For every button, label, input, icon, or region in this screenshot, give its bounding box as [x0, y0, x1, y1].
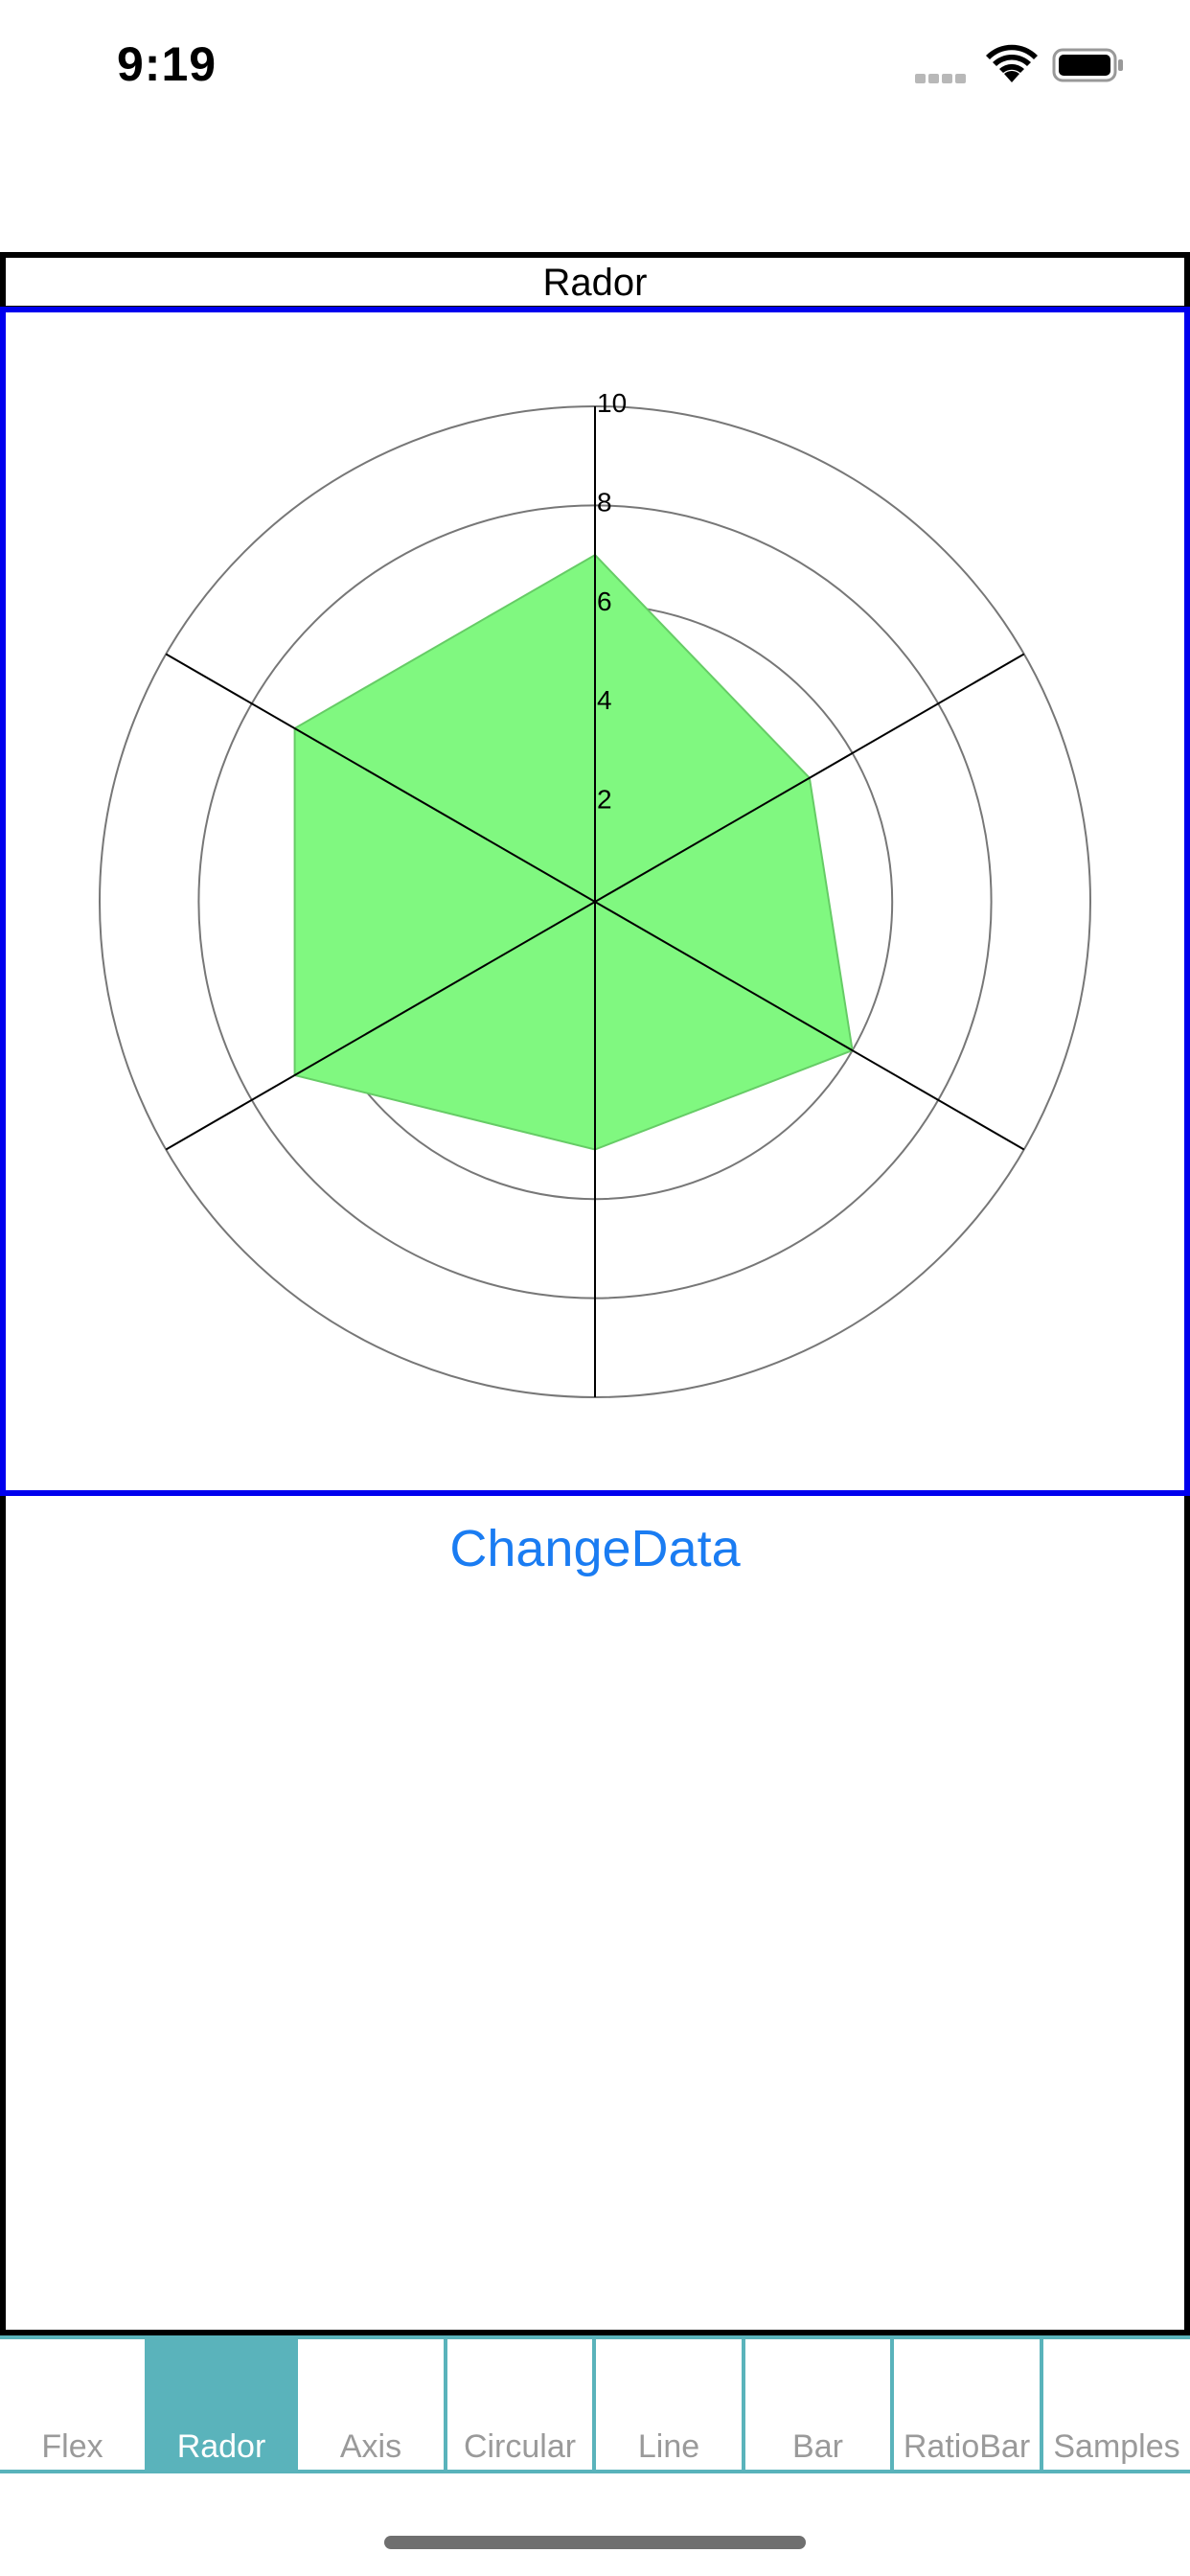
tab-rador[interactable]: Rador: [145, 2339, 294, 2470]
radar-axis: [165, 653, 596, 903]
radar-axis: [165, 901, 596, 1151]
tab-flex[interactable]: Flex: [0, 2339, 145, 2470]
home-indicator: [384, 2536, 806, 2549]
tab-label: Samples: [1053, 2428, 1180, 2465]
tab-ratiobar[interactable]: RatioBar: [890, 2339, 1040, 2470]
radar-axis: [594, 901, 1025, 1151]
tab-label: Bar: [792, 2428, 843, 2465]
wifi-icon: [986, 44, 1038, 82]
change-data-button[interactable]: ChangeData: [449, 1520, 741, 1577]
tab-label: Axis: [339, 2428, 402, 2465]
tab-bar-chart[interactable]: Bar: [742, 2339, 890, 2470]
tab-label: Circular: [463, 2428, 577, 2465]
radar-tick-label: 8: [597, 487, 612, 517]
status-time: 9:19: [117, 37, 217, 91]
tab-label: Line: [637, 2428, 700, 2465]
tab-axis[interactable]: Axis: [294, 2339, 444, 2470]
radar-tick-label: 4: [597, 685, 612, 715]
tab-label: RatioBar: [903, 2428, 1031, 2465]
radar-tick-label: 2: [597, 785, 612, 815]
radar-tick-label: 10: [597, 388, 627, 418]
tab-line[interactable]: Line: [592, 2339, 742, 2470]
tab-samples[interactable]: Samples: [1040, 2339, 1190, 2470]
radar-axis: [594, 653, 1025, 903]
tab-circular[interactable]: Circular: [444, 2339, 592, 2470]
tab-bar: Flex Rador Axis Circular Line Bar RatioB…: [0, 2335, 1190, 2473]
radar-chart-frame: [0, 307, 1190, 1496]
tab-label: Flex: [41, 2428, 103, 2465]
tab-label: Rador: [176, 2428, 266, 2465]
radar-tick-label: 6: [597, 586, 612, 616]
chart-title: Rador: [542, 262, 648, 304]
cellular-signal-icon: [915, 71, 969, 83]
radar-data-area: [293, 553, 854, 1151]
battery-icon: [1052, 48, 1123, 82]
